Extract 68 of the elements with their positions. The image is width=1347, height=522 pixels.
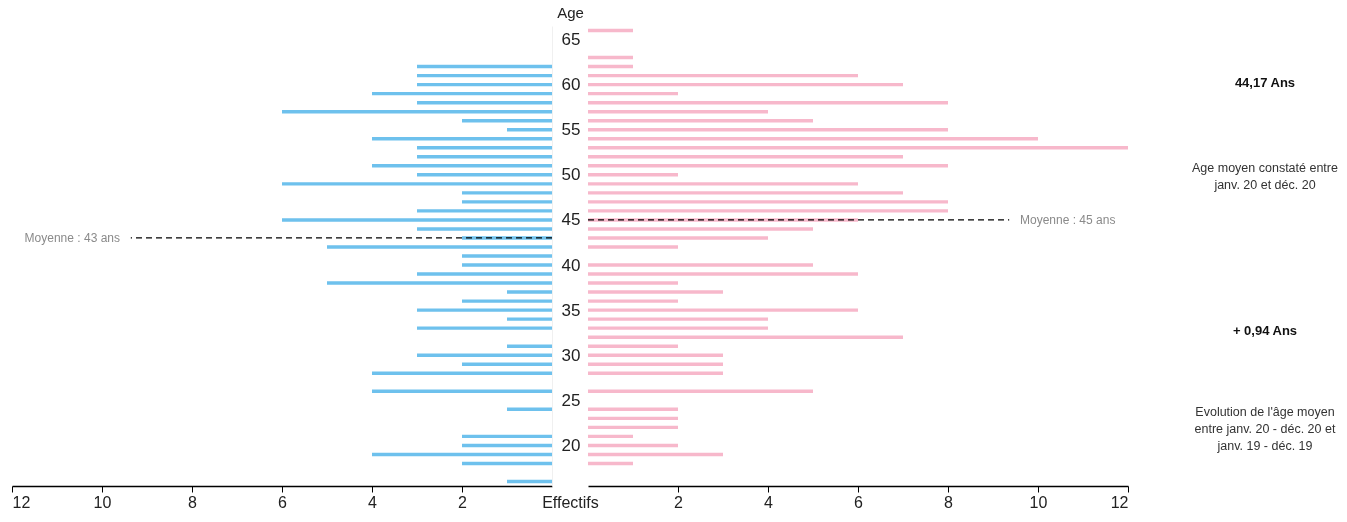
x-tick-label: 2 — [458, 493, 468, 511]
y-tick-label: 20 — [561, 435, 581, 455]
x-tick-label: 10 — [1029, 493, 1048, 511]
bar — [462, 263, 552, 267]
bar — [417, 308, 552, 312]
bar — [327, 281, 552, 285]
bar — [588, 299, 678, 303]
bar — [588, 344, 678, 348]
bar — [417, 209, 552, 213]
text: Age moyen constaté entre janv. 20 et déc. 20 — [1191, 160, 1339, 194]
text: Evolution de l'âge moyen entre janv. 20 - déc. 20 et janv. 19 - déc. 19 — [1193, 404, 1337, 455]
bar — [588, 173, 678, 177]
bar — [462, 299, 552, 303]
y-tick-label: 60 — [561, 75, 581, 95]
x-tick-label: 12 — [1110, 493, 1129, 511]
bar — [588, 290, 723, 294]
bar — [588, 335, 903, 339]
bar — [417, 173, 552, 177]
x-tick-label: 4 — [764, 493, 774, 511]
bar — [588, 245, 678, 249]
x-tick-label: 2 — [674, 493, 684, 511]
bar — [462, 200, 552, 204]
x-tick-label: 4 — [368, 493, 378, 511]
bar — [588, 182, 858, 186]
bar — [282, 182, 552, 186]
bar — [417, 227, 552, 231]
bar — [588, 236, 768, 240]
bar — [372, 164, 552, 168]
bar — [417, 272, 552, 276]
text: + 0,94 Ans — [1231, 322, 1299, 340]
x-tick-label: 6 — [854, 493, 864, 511]
bar — [588, 317, 768, 321]
bar — [462, 191, 552, 195]
bar — [327, 245, 552, 249]
bar — [588, 308, 858, 312]
bar — [588, 209, 948, 213]
bar — [588, 191, 903, 195]
bar — [507, 344, 552, 348]
bar — [588, 200, 948, 204]
x-tick-label: 8 — [944, 493, 954, 511]
bar — [462, 254, 552, 258]
text: 44,17 Ans — [1233, 74, 1297, 92]
x-tick-label: 6 — [278, 493, 288, 511]
y-tick-label: 35 — [561, 300, 581, 320]
y-axis-title: Age — [557, 3, 584, 21]
ref-line-label: Moyenne : 45 ans — [1020, 212, 1116, 227]
y-tick-label: 40 — [561, 255, 581, 275]
bar — [588, 326, 768, 330]
bar — [588, 281, 678, 285]
y-tick-label: 25 — [561, 390, 581, 410]
x-tick-label: 12 — [12, 493, 31, 511]
y-tick-label: 65 — [561, 30, 581, 50]
y-tick-label: 45 — [561, 210, 581, 230]
x-tick-label: 8 — [188, 493, 198, 511]
x-axis-title: Effectifs — [542, 493, 599, 511]
x-tick-label: 10 — [93, 493, 112, 511]
bar — [417, 326, 552, 330]
y-tick-label: 55 — [561, 120, 581, 140]
bar — [588, 164, 948, 168]
bar — [588, 272, 858, 276]
y-tick-label: 30 — [561, 345, 581, 365]
bar — [588, 227, 813, 231]
bar — [282, 218, 552, 222]
y-tick-label: 50 — [561, 165, 581, 185]
bar — [588, 263, 813, 267]
bar — [507, 317, 552, 321]
ref-line-label: Moyenne : 43 ans — [24, 230, 120, 245]
bar — [507, 290, 552, 294]
